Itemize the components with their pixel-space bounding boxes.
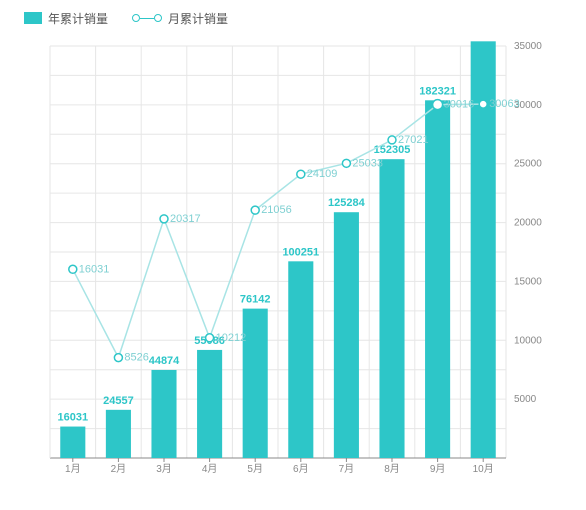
legend-item-line[interactable]: 月累计销量 xyxy=(132,10,228,27)
x-tick-label: 4月 xyxy=(202,463,218,475)
line-marker[interactable] xyxy=(388,136,396,144)
bar-value-label: 16031 xyxy=(58,412,89,424)
y-right-tick-label: 20000 xyxy=(514,218,542,229)
bar-value-label: 24557 xyxy=(103,395,134,407)
line-value-label: 21056 xyxy=(261,204,292,216)
line-value-label: 8526 xyxy=(124,352,148,364)
bar[interactable] xyxy=(425,100,450,458)
y-right-tick-label: 5000 xyxy=(514,394,537,405)
chart-plot: 1500030000450006000075000900001050001200… xyxy=(46,40,546,480)
x-tick-label: 8月 xyxy=(384,463,400,475)
legend-item-bar[interactable]: 年累计销量 xyxy=(24,10,108,27)
bar[interactable] xyxy=(151,370,176,458)
line-marker[interactable] xyxy=(342,159,350,167)
line-marker[interactable] xyxy=(251,206,259,214)
bar-value-label: 76142 xyxy=(240,294,271,306)
line-value-label: 16031 xyxy=(79,263,110,275)
line-value-label: 30016 xyxy=(444,99,475,111)
x-tick-label: 5月 xyxy=(247,463,263,475)
x-tick-label: 9月 xyxy=(430,463,446,475)
bar-value-label: 182321 xyxy=(419,85,456,97)
chart-container: 年累计销量 月累计销量 15000300004500060000750009000… xyxy=(0,0,586,510)
bar-value-label: 100251 xyxy=(282,246,319,258)
x-tick-label: 1月 xyxy=(65,463,81,475)
line-value-label: 27021 xyxy=(398,134,429,146)
bar[interactable] xyxy=(379,159,404,458)
bar[interactable] xyxy=(60,427,85,458)
x-tick-label: 7月 xyxy=(339,463,355,475)
line-value-label: 10212 xyxy=(216,332,247,344)
line-marker[interactable] xyxy=(297,170,305,178)
line-value-label: 24109 xyxy=(307,168,338,180)
legend-swatch-line xyxy=(132,14,162,22)
line-marker[interactable] xyxy=(206,334,214,342)
line-value-label: 30063 xyxy=(489,98,520,110)
y-right-tick-label: 15000 xyxy=(514,276,542,287)
line-value-label: 25033 xyxy=(352,157,383,169)
x-tick-label: 2月 xyxy=(111,463,127,475)
bar[interactable] xyxy=(334,212,359,458)
line-marker[interactable] xyxy=(69,265,77,273)
y-right-tick-label: 10000 xyxy=(514,335,542,346)
line-value-label: 20317 xyxy=(170,213,201,225)
bar-value-label: 125284 xyxy=(328,197,366,209)
legend: 年累计销量 月累计销量 xyxy=(0,0,586,28)
y-right-tick-label: 35000 xyxy=(514,41,542,52)
line-marker[interactable] xyxy=(479,100,487,108)
legend-label: 月累计销量 xyxy=(168,10,228,27)
line-marker[interactable] xyxy=(114,354,122,362)
bar[interactable] xyxy=(197,350,222,458)
y-right-tick-label: 25000 xyxy=(514,159,542,170)
line-marker[interactable] xyxy=(433,100,443,110)
legend-label: 年累计销量 xyxy=(48,10,108,27)
x-tick-label: 3月 xyxy=(156,463,172,475)
bar[interactable] xyxy=(106,410,131,458)
x-tick-label: 6月 xyxy=(293,463,309,475)
bar[interactable] xyxy=(288,261,313,458)
x-tick-label: 10月 xyxy=(473,463,494,475)
line-marker[interactable] xyxy=(160,215,168,223)
bar[interactable] xyxy=(243,309,268,458)
bar-value-label: 44874 xyxy=(149,355,180,367)
legend-swatch-box xyxy=(24,12,42,24)
